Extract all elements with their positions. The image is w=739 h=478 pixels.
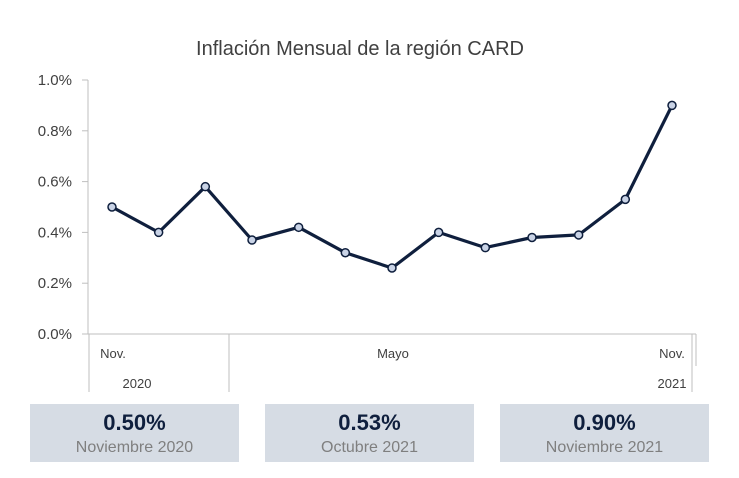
y-tick-label: 0.8% [38, 123, 72, 140]
data-point [667, 100, 677, 111]
y-tick-label: 0.2% [38, 275, 72, 292]
data-point [620, 194, 631, 205]
stat-label: Noviembre 2020 [75, 439, 194, 456]
y-tick-label: 0.4% [38, 224, 72, 241]
data-point [107, 202, 117, 212]
stat-label: Octubre 2021 [321, 439, 418, 456]
y-axis: 1.0% 0.8% 0.6% 0.4% 0.2% 0.0% [38, 72, 89, 343]
stat-value: 0.90% [573, 410, 636, 435]
data-point [153, 227, 164, 238]
data-point [293, 222, 304, 233]
line-chart: Inflación Mensual de la región CARD 1.0%… [38, 38, 697, 392]
y-tick-label: 0.6% [38, 174, 72, 191]
series-line [111, 104, 674, 270]
data-point [527, 232, 537, 243]
plot-area [107, 100, 677, 273]
y-tick-label: 0.0% [38, 326, 72, 343]
stat-card-oct-2021: 0.53% Octubre 2021 [265, 404, 474, 462]
stat-value: 0.50% [103, 410, 166, 435]
x-month-label: Nov. [100, 346, 126, 361]
data-point [573, 230, 584, 240]
chart-title: Inflación Mensual de la región CARD [196, 38, 524, 60]
data-point [480, 242, 491, 253]
stat-card-nov-2020: 0.50% Noviembre 2020 [30, 404, 239, 462]
data-point [433, 227, 444, 238]
data-point [340, 247, 351, 258]
x-axis: Nov. 2020 Mayo Nov. 2021 [88, 333, 697, 392]
data-point [200, 181, 211, 192]
x-month-label: Nov. [659, 346, 685, 361]
x-month-label: Mayo [377, 346, 409, 361]
x-year-label: 2020 [123, 376, 152, 391]
y-tick-label: 1.0% [38, 72, 72, 89]
data-point [247, 235, 257, 245]
stat-value: 0.53% [338, 410, 401, 435]
stat-card-nov-2021: 0.90% Noviembre 2021 [500, 404, 709, 462]
x-year-label: 2021 [658, 376, 687, 391]
data-point [387, 263, 397, 273]
stat-label: Noviembre 2021 [545, 439, 664, 456]
